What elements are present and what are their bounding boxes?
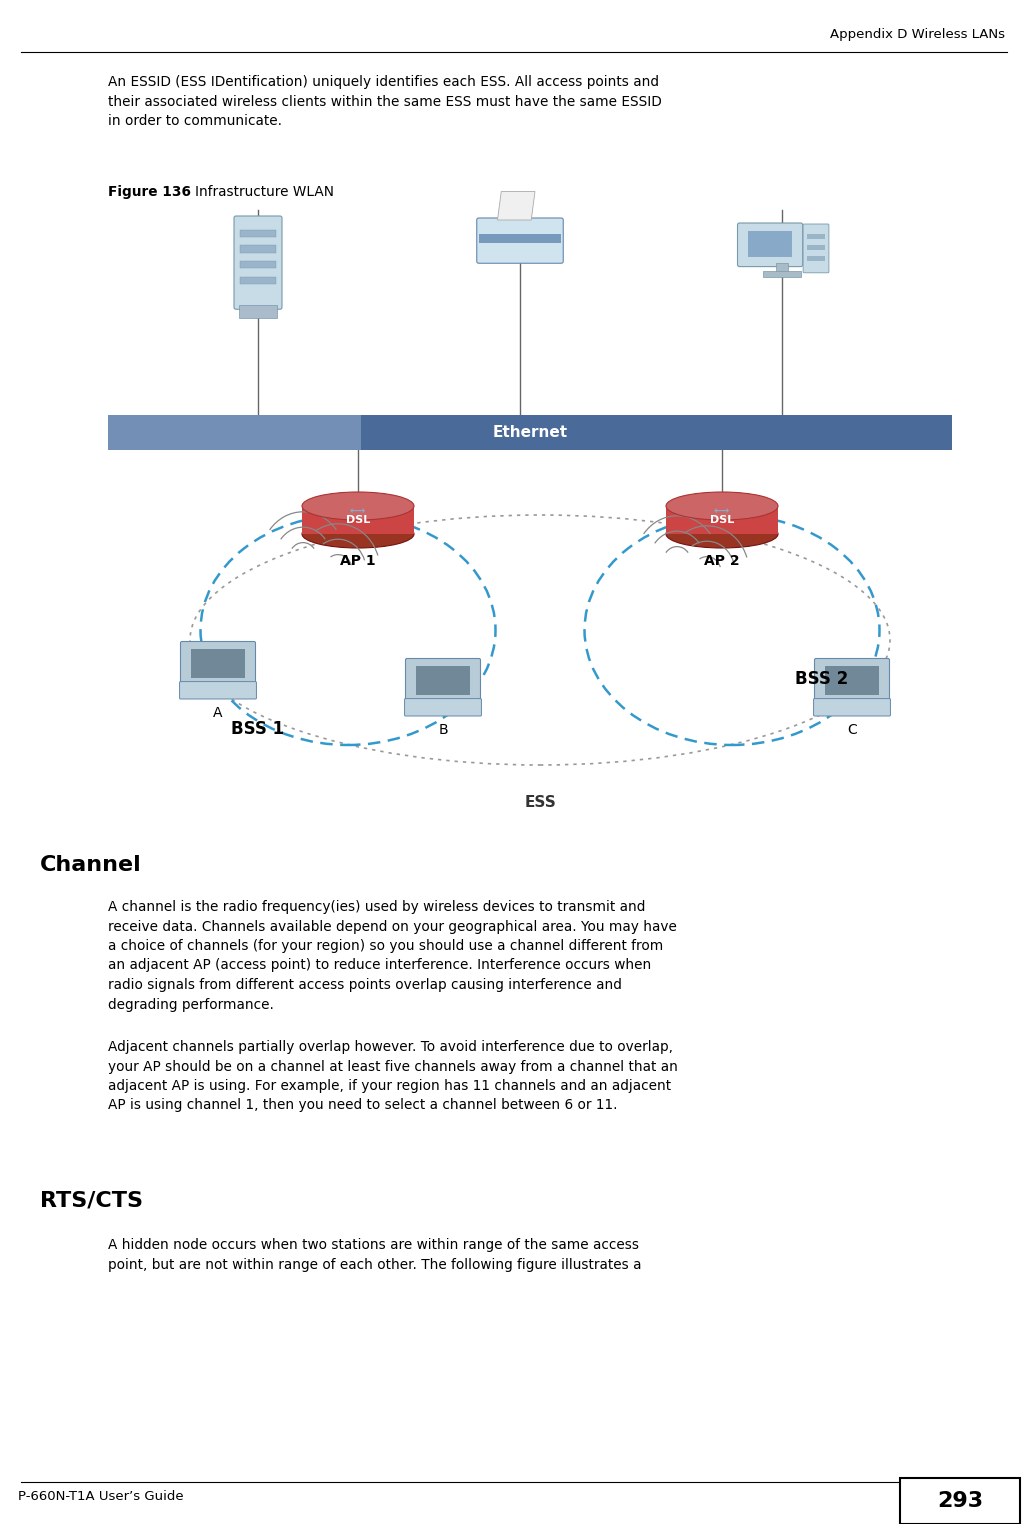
- Text: AP 1: AP 1: [340, 553, 376, 567]
- Text: C: C: [847, 722, 857, 738]
- FancyBboxPatch shape: [180, 681, 256, 700]
- Bar: [748, 232, 793, 258]
- Bar: [666, 506, 778, 533]
- FancyBboxPatch shape: [405, 698, 481, 716]
- Text: Adjacent channels partially overlap however. To avoid interference due to overla: Adjacent channels partially overlap howe…: [108, 1039, 677, 1113]
- Text: Channel: Channel: [40, 855, 142, 875]
- FancyBboxPatch shape: [405, 658, 480, 701]
- FancyBboxPatch shape: [737, 223, 803, 267]
- Ellipse shape: [666, 492, 778, 520]
- Text: P-660N-T1A User’s Guide: P-660N-T1A User’s Guide: [19, 1490, 184, 1503]
- Ellipse shape: [302, 492, 414, 520]
- Bar: [776, 264, 787, 271]
- Polygon shape: [498, 192, 535, 219]
- Bar: [824, 666, 879, 695]
- Text: Infrastructure WLAN: Infrastructure WLAN: [195, 184, 334, 200]
- FancyBboxPatch shape: [813, 698, 890, 716]
- Text: DSL: DSL: [710, 515, 734, 524]
- FancyBboxPatch shape: [814, 658, 889, 701]
- Bar: [807, 256, 825, 261]
- Bar: [807, 245, 825, 250]
- FancyBboxPatch shape: [234, 216, 282, 309]
- Text: A hidden node occurs when two stations are within range of the same access
point: A hidden node occurs when two stations a…: [108, 1237, 641, 1271]
- FancyBboxPatch shape: [108, 415, 361, 450]
- Text: ←→: ←→: [713, 506, 730, 517]
- Text: RTS/CTS: RTS/CTS: [40, 1190, 143, 1210]
- Bar: [108, 415, 952, 450]
- Text: BSS 1: BSS 1: [231, 719, 285, 738]
- Bar: [241, 245, 276, 253]
- FancyBboxPatch shape: [803, 224, 829, 273]
- Ellipse shape: [666, 520, 778, 549]
- Text: DSL: DSL: [345, 515, 370, 524]
- Ellipse shape: [302, 520, 414, 549]
- Text: A: A: [213, 706, 223, 719]
- Text: BSS 2: BSS 2: [796, 671, 849, 687]
- Text: ←→: ←→: [350, 506, 366, 517]
- Bar: [764, 271, 801, 277]
- Bar: [302, 506, 414, 533]
- Bar: [241, 230, 276, 236]
- Bar: [241, 277, 276, 283]
- Bar: [900, 1478, 1020, 1524]
- Text: AP 2: AP 2: [704, 553, 740, 567]
- Text: 293: 293: [937, 1490, 983, 1510]
- Bar: [241, 261, 276, 268]
- Text: Ethernet: Ethernet: [492, 425, 567, 440]
- Bar: [238, 305, 278, 317]
- FancyBboxPatch shape: [477, 218, 563, 264]
- Text: Figure 136: Figure 136: [108, 184, 191, 200]
- Text: B: B: [438, 722, 448, 738]
- Text: A channel is the radio frequency(ies) used by wireless devices to transmit and
r: A channel is the radio frequency(ies) us…: [108, 901, 676, 1012]
- Bar: [479, 233, 561, 242]
- Bar: [415, 666, 471, 695]
- Text: Appendix D Wireless LANs: Appendix D Wireless LANs: [830, 27, 1005, 41]
- Bar: [807, 235, 825, 239]
- Text: ESS: ESS: [524, 796, 556, 809]
- Bar: [190, 649, 246, 678]
- FancyBboxPatch shape: [181, 642, 256, 684]
- Text: An ESSID (ESS IDentification) uniquely identifies each ESS. All access points an: An ESSID (ESS IDentification) uniquely i…: [108, 75, 662, 128]
